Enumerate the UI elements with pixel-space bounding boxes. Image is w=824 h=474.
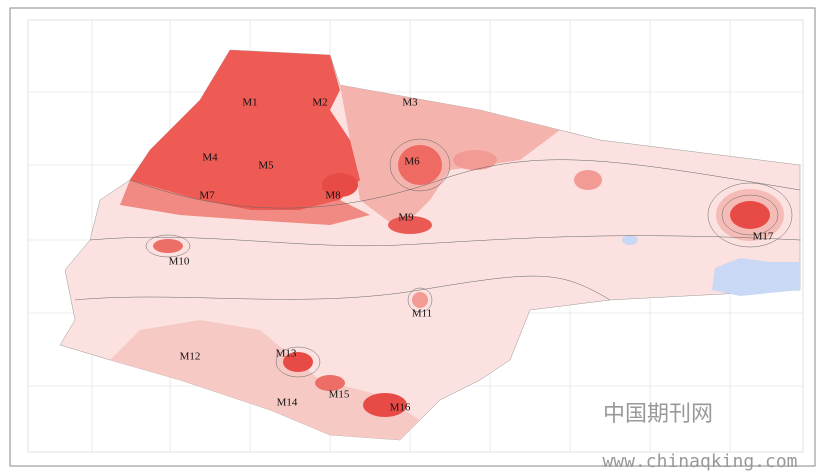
point-label: M15 (329, 389, 350, 401)
point-label: M12 (180, 351, 201, 363)
high-spot (322, 173, 358, 197)
point-label: M1 (242, 97, 257, 109)
zone-transition (120, 180, 370, 225)
point-label: M4 (202, 152, 218, 164)
point-label: M5 (258, 160, 274, 172)
point-label: M8 (325, 190, 341, 202)
frame (9, 7, 816, 467)
labels: M1 M2 M3 M4 M5 M6 M7 M8 M9 M10 M11 M12 M13 M14 M15 M16 M… (169, 97, 774, 414)
high-spot (388, 216, 432, 234)
point-label: M2 (312, 97, 327, 109)
point-label: M11 (412, 308, 432, 320)
low-zone (712, 258, 800, 296)
watermark-url: www.chinaqking.com (602, 451, 797, 472)
inner-frame (27, 19, 804, 453)
zone-high (130, 50, 360, 210)
high-spot (398, 145, 442, 185)
point-label: M3 (402, 97, 418, 109)
contours (74, 138, 801, 378)
high-spot (363, 393, 407, 417)
point-label: M9 (398, 212, 414, 224)
point-label: M16 (390, 402, 411, 414)
high-spot (315, 375, 345, 391)
point-label: M7 (199, 190, 215, 202)
watermark-text: 中国期刊网 (603, 402, 713, 427)
high-spot (574, 170, 602, 190)
low-zone (622, 235, 638, 245)
zone-south (110, 320, 420, 440)
point-label: M6 (404, 156, 420, 168)
point-label: M14 (277, 397, 298, 409)
high-spot (453, 150, 497, 170)
high-spot (283, 352, 313, 372)
point-label: M17 (753, 231, 774, 243)
high-spot (153, 239, 183, 253)
point-label: M10 (169, 256, 190, 268)
high-spot (730, 201, 770, 229)
high-spot (412, 292, 428, 308)
point-label: M13 (276, 348, 297, 360)
